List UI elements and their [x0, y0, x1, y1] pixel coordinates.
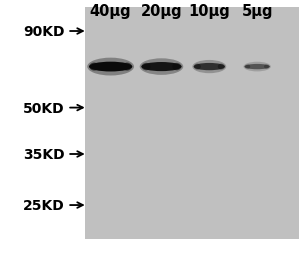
Ellipse shape [194, 64, 225, 71]
Ellipse shape [142, 64, 151, 71]
Ellipse shape [140, 59, 183, 75]
Text: 25KD: 25KD [22, 198, 64, 212]
Ellipse shape [194, 64, 201, 70]
Ellipse shape [172, 64, 181, 71]
Text: 10μg: 10μg [188, 4, 230, 19]
Ellipse shape [218, 64, 225, 70]
Ellipse shape [122, 63, 132, 71]
Ellipse shape [89, 63, 99, 71]
Text: 50KD: 50KD [23, 101, 64, 115]
Ellipse shape [245, 65, 250, 70]
Text: 20μg: 20μg [141, 4, 182, 19]
Text: 90KD: 90KD [23, 25, 64, 39]
Ellipse shape [89, 62, 132, 72]
Text: 5μg: 5μg [241, 4, 273, 19]
Ellipse shape [141, 63, 182, 72]
Ellipse shape [192, 61, 226, 74]
Ellipse shape [244, 65, 270, 70]
Ellipse shape [87, 58, 134, 76]
Bar [85, 8, 299, 239]
Text: 40μg: 40μg [90, 4, 132, 19]
Ellipse shape [264, 65, 270, 70]
Text: 35KD: 35KD [23, 147, 64, 161]
Ellipse shape [243, 62, 271, 72]
